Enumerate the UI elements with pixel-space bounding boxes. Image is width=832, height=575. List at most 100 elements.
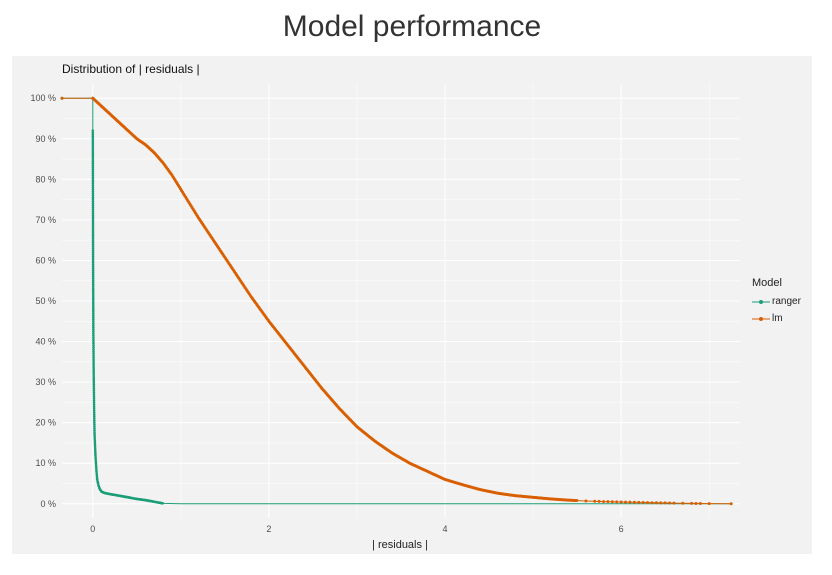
- data-point-ranger: [91, 261, 95, 264]
- data-point-ranger: [91, 303, 95, 307]
- data-point-ranger: [93, 423, 96, 427]
- data-point-ranger: [91, 159, 95, 163]
- data-point-ranger: [91, 188, 95, 191]
- data-point-ranger: [91, 143, 95, 147]
- x-tick-label: 0: [90, 524, 95, 534]
- data-point-ranger: [91, 244, 95, 248]
- data-point-ranger: [91, 275, 95, 278]
- data-point-ranger: [91, 265, 95, 268]
- data-point-ranger: [91, 315, 95, 319]
- data-point-ranger: [92, 382, 96, 386]
- data-point-ranger: [92, 388, 96, 392]
- data-point-ranger: [91, 147, 95, 151]
- data-point-ranger: [91, 248, 95, 252]
- data-point-ranger: [92, 342, 95, 345]
- data-point-lm: [624, 500, 628, 504]
- y-tick-label: 20 %: [35, 418, 56, 428]
- y-tick-label: 40 %: [35, 337, 56, 347]
- data-point-ranger: [91, 253, 95, 256]
- data-point-lm: [632, 500, 636, 504]
- y-tick-label: 10 %: [35, 458, 56, 468]
- data-point-ranger: [91, 251, 95, 254]
- data-point-ranger: [91, 206, 95, 210]
- data-point-ranger: [91, 184, 95, 187]
- data-point-ranger: [94, 457, 98, 461]
- data-point-ranger: [91, 246, 95, 250]
- data-point-ranger: [91, 267, 95, 270]
- data-point-lm: [707, 502, 711, 506]
- data-point-ranger: [91, 153, 95, 157]
- data-point-ranger: [92, 366, 95, 370]
- data-point-lm: [593, 499, 597, 503]
- data-point-ranger: [93, 441, 97, 445]
- data-point-ranger: [92, 322, 95, 325]
- data-point-ranger: [91, 178, 95, 181]
- data-point-ranger: [92, 392, 96, 396]
- data-point-ranger: [91, 139, 95, 143]
- data-point-ranger: [94, 453, 97, 457]
- data-point-ranger: [92, 330, 95, 333]
- data-point-ranger: [91, 196, 95, 199]
- data-point-ranger: [91, 289, 95, 293]
- data-point-ranger: [91, 145, 95, 149]
- data-point-lm: [698, 501, 702, 505]
- data-point-ranger: [92, 395, 96, 398]
- legend-key-lm: [752, 316, 770, 321]
- data-point-ranger: [92, 403, 96, 406]
- data-point-lm: [628, 500, 632, 504]
- data-point-ranger: [93, 447, 97, 451]
- data-point-ranger: [92, 415, 96, 418]
- data-point-ranger: [91, 242, 95, 246]
- data-point-ranger: [92, 386, 96, 390]
- data-point-ranger: [92, 358, 95, 362]
- data-point-ranger: [91, 155, 95, 159]
- y-tick-label: 90 %: [35, 134, 56, 144]
- data-point-ranger: [91, 190, 95, 193]
- data-point-ranger: [92, 352, 95, 356]
- data-point-ranger: [92, 360, 95, 364]
- y-tick-label: 80 %: [35, 174, 56, 184]
- data-point-ranger: [92, 401, 96, 404]
- data-point-ranger: [92, 354, 95, 358]
- data-point-ranger: [161, 502, 165, 505]
- chart-subtitle: Distribution of | residuals |: [62, 62, 200, 76]
- data-point-ranger: [94, 459, 98, 463]
- data-point-ranger: [91, 313, 95, 317]
- data-point-ranger: [92, 409, 96, 412]
- data-point-ranger: [93, 425, 96, 429]
- y-tick-label: 60 %: [35, 255, 56, 265]
- data-point-ranger: [92, 346, 95, 349]
- data-point-ranger: [91, 279, 95, 283]
- data-point-ranger: [92, 344, 95, 347]
- data-point-ranger: [91, 151, 95, 155]
- data-point-ranger: [91, 287, 95, 291]
- data-point-ranger: [91, 167, 95, 171]
- data-point-ranger: [91, 200, 95, 203]
- data-point-ranger: [93, 431, 96, 435]
- data-point-ranger: [91, 228, 95, 232]
- data-point-ranger: [91, 192, 95, 195]
- data-point-ranger: [94, 451, 97, 455]
- data-point-ranger: [91, 277, 95, 280]
- data-point-ranger: [91, 238, 95, 242]
- data-point-lm: [615, 500, 619, 504]
- data-point-ranger: [91, 240, 95, 244]
- data-point-ranger: [93, 433, 96, 437]
- data-point-ranger: [91, 281, 95, 285]
- data-point-ranger: [91, 210, 95, 214]
- data-point-ranger: [92, 413, 96, 416]
- data-point-ranger: [91, 161, 95, 165]
- data-point-ranger: [93, 421, 96, 424]
- data-point-ranger: [92, 328, 95, 331]
- y-tick-label: 50 %: [35, 296, 56, 306]
- y-tick-label: 100 %: [30, 93, 56, 103]
- data-point-ranger: [95, 476, 99, 479]
- data-point-ranger: [92, 334, 95, 337]
- data-point-ranger: [91, 230, 95, 234]
- data-point-ranger: [95, 472, 98, 475]
- data-point-lm: [650, 501, 654, 505]
- data-point-ranger: [91, 273, 95, 276]
- data-point-ranger: [92, 417, 96, 420]
- data-point-ranger: [93, 427, 96, 431]
